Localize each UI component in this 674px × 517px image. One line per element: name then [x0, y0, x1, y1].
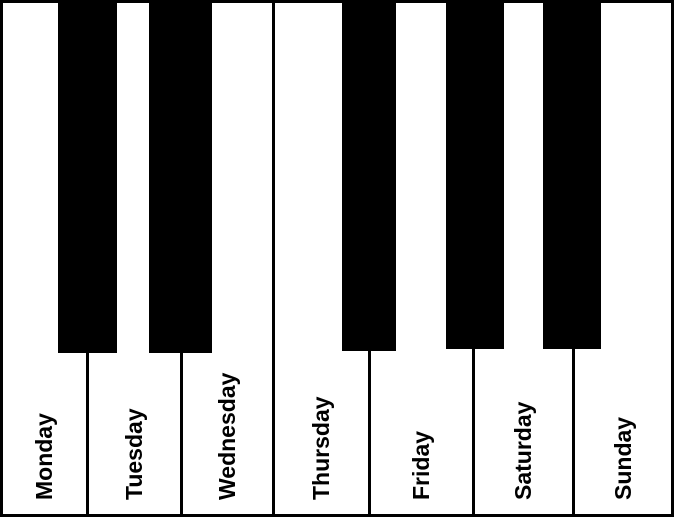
key-label-monday: Monday — [31, 413, 57, 500]
black-key-5 — [543, 3, 601, 349]
key-label-saturday: Saturday — [510, 401, 536, 500]
key-label-thursday: Thursday — [308, 396, 334, 500]
black-key-2 — [149, 3, 212, 353]
black-key-3 — [342, 3, 396, 351]
key-label-friday: Friday — [408, 430, 434, 500]
black-key-1 — [58, 3, 117, 353]
key-label-wednesday: Wednesday — [214, 372, 240, 500]
key-label-tuesday: Tuesday — [121, 408, 147, 500]
key-label-sunday: Sunday — [609, 416, 636, 500]
black-key-4 — [446, 3, 504, 349]
